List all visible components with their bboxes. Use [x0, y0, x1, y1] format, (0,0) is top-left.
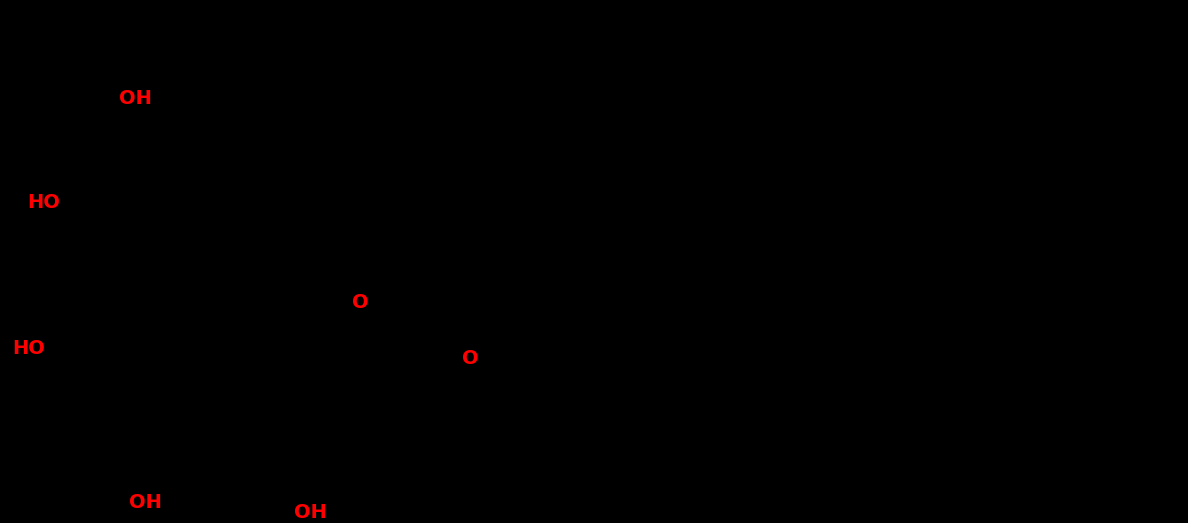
Text: OH: OH [128, 493, 162, 512]
Text: OH: OH [119, 89, 151, 108]
Text: O: O [462, 348, 479, 368]
Text: O: O [352, 293, 368, 313]
Text: HO: HO [27, 194, 61, 212]
Text: OH: OH [293, 503, 327, 522]
Text: HO: HO [12, 338, 45, 358]
